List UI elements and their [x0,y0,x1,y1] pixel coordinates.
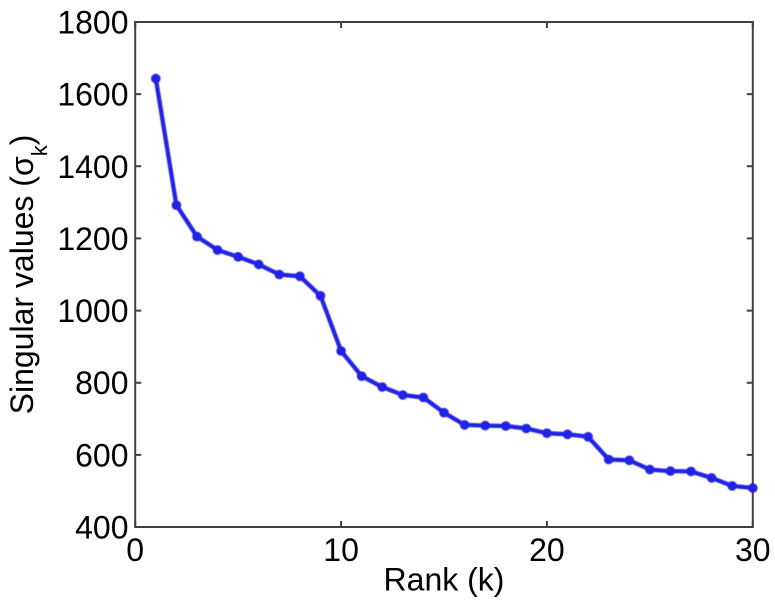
svg-text:1200: 1200 [57,221,128,257]
svg-text:800: 800 [75,365,128,401]
svg-text:400: 400 [75,510,128,546]
svg-text:600: 600 [75,437,128,473]
svg-text:1400: 1400 [57,149,128,185]
svg-text:Rank (k): Rank (k) [384,562,505,598]
svg-text:30: 30 [735,532,771,568]
svg-text:1600: 1600 [57,77,128,113]
svg-text:1000: 1000 [57,293,128,329]
svg-text:10: 10 [323,532,359,568]
svg-text:0: 0 [126,532,144,568]
svg-text:1800: 1800 [57,5,128,41]
svg-text:20: 20 [529,532,565,568]
